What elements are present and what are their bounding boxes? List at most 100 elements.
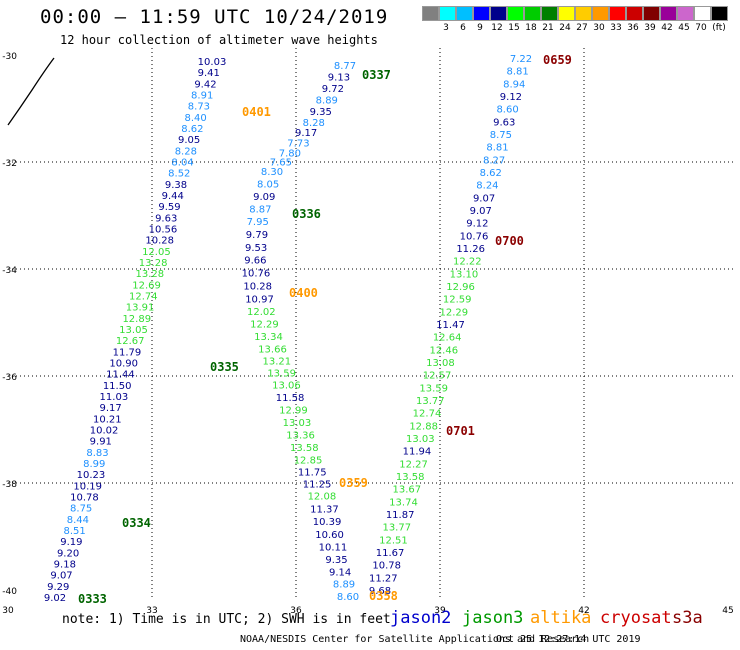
swh-value-left-track: 8.62 — [181, 124, 203, 135]
legend-swatch — [473, 6, 490, 21]
pass-time-label: 0401 — [242, 105, 271, 119]
swh-value-right-track: 13.74 — [389, 497, 418, 508]
swh-value-middle-track: 13.21 — [262, 357, 291, 368]
swh-value-left-track: 9.07 — [50, 571, 72, 582]
legend-swatch — [456, 6, 473, 21]
swh-value-right-track: 12.74 — [413, 409, 442, 420]
swh-value-middle-track: 7.73 — [287, 139, 309, 150]
pass-time-label: 0659 — [543, 53, 572, 67]
swh-value-left-track: 8.83 — [86, 448, 108, 459]
altimeter-tracks: 10.039.419.428.918.738.408.629.058.288.0… — [44, 54, 532, 604]
swh-value-right-track: 8.81 — [486, 143, 508, 154]
swh-value-middle-track: 8.77 — [334, 61, 356, 72]
pass-time-label: 0400 — [289, 286, 318, 300]
legend-swatch — [575, 6, 592, 21]
swh-value-right-track: 8.62 — [480, 168, 502, 179]
legend-swatch — [541, 6, 558, 21]
swh-value-right-track: 12.88 — [409, 421, 438, 432]
swh-value-middle-track: 12.08 — [308, 492, 337, 503]
lon-tick-label: 42 — [578, 606, 589, 616]
swh-value-middle-track: 10.39 — [313, 517, 342, 528]
swh-value-left-track: 8.75 — [70, 504, 92, 515]
pass-time-label: 0335 — [210, 360, 239, 374]
swh-value-right-track: 11.27 — [369, 573, 398, 584]
pass-time-label: 0333 — [78, 592, 107, 606]
swh-value-middle-track: 13.36 — [286, 431, 315, 442]
credit-text: NOAA/NESDIS Center for Satellite Applica… — [240, 634, 590, 645]
swh-value-right-track: 11.47 — [436, 320, 465, 331]
swh-value-left-track: 8.73 — [188, 102, 210, 113]
legend-label: 70 — [695, 23, 707, 33]
pass-time-label: 0336 — [292, 207, 321, 221]
swh-value-left-track: 11.79 — [113, 347, 142, 358]
swh-value-right-track: 9.63 — [493, 117, 515, 128]
legend-label: 9 — [477, 23, 483, 33]
swh-value-right-track: 9.07 — [470, 206, 492, 217]
swh-value-left-track: 13.05 — [119, 325, 148, 336]
page-subtitle: 12 hour collection of altimeter wave hei… — [60, 33, 378, 47]
swh-value-middle-track: 11.25 — [303, 480, 332, 491]
pass-time-label: 0359 — [339, 476, 368, 490]
legend-label: 12 — [491, 23, 503, 33]
lat-lon-grid — [8, 48, 735, 600]
legend-swatch — [694, 6, 711, 21]
lat-tick-label: -36 — [2, 373, 17, 383]
swh-value-left-track: 13.28 — [139, 258, 168, 269]
swh-value-left-track: 10.03 — [198, 57, 227, 68]
swh-value-right-track: 9.12 — [500, 92, 522, 103]
swh-value-middle-track: 9.35 — [310, 107, 332, 118]
swh-value-right-track: 11.87 — [386, 510, 415, 521]
swh-value-left-track: 10.28 — [145, 236, 174, 247]
legend-label: 15 — [508, 23, 520, 33]
swh-value-right-track: 9.07 — [473, 193, 495, 204]
swh-value-middle-track: 9.09 — [253, 192, 275, 203]
swh-value-right-track: 13.10 — [450, 269, 479, 280]
swh-value-left-track: 10.90 — [109, 359, 138, 370]
swh-value-middle-track: 8.87 — [249, 204, 271, 215]
coastline — [7, 57, 55, 126]
legend-swatch — [626, 6, 643, 21]
swh-value-right-track: 13.08 — [426, 358, 455, 369]
swh-value-middle-track: 9.72 — [322, 84, 344, 95]
swh-value-right-track: 13.03 — [406, 434, 435, 445]
satellite-name: altika — [530, 608, 592, 628]
legend-swatch — [643, 6, 660, 21]
swh-value-middle-track: 13.03 — [283, 418, 312, 429]
swh-value-middle-track: 9.53 — [245, 243, 267, 254]
swh-value-middle-track: 9.13 — [328, 72, 350, 83]
page-title: 00:00 – 11:59 UTC 10/24/2019 — [40, 6, 389, 28]
swh-value-right-track: 13.67 — [393, 485, 422, 496]
legend-label: 33 — [610, 23, 622, 33]
swh-value-right-track: 9.68 — [369, 586, 391, 597]
swh-value-left-track: 10.21 — [93, 414, 122, 425]
legend-label: 6 — [460, 23, 466, 33]
swh-value-middle-track: 11.75 — [298, 468, 327, 479]
swh-value-middle-track: 10.11 — [319, 542, 348, 553]
swh-value-left-track: 8.51 — [63, 526, 85, 537]
legend-swatch — [439, 6, 456, 21]
swh-value-left-track: 9.02 — [44, 593, 66, 604]
satellite-name: jason2 — [390, 608, 452, 628]
swh-value-middle-track: 13.06 — [272, 381, 301, 392]
pass-time-label: 0700 — [495, 234, 524, 248]
swh-value-left-track: 12.89 — [122, 314, 151, 325]
swh-value-right-track: 12.57 — [423, 371, 452, 382]
swh-value-left-track: 10.78 — [70, 493, 99, 504]
swh-value-middle-track: 12.99 — [279, 406, 308, 417]
swh-value-right-track: 13.58 — [396, 472, 425, 483]
swh-value-middle-track: 12.29 — [250, 320, 279, 331]
swh-value-right-track: 12.51 — [379, 535, 408, 546]
swh-value-middle-track: 9.66 — [244, 256, 266, 267]
pass-time-label: 0334 — [122, 516, 151, 530]
swh-value-left-track: 11.03 — [100, 392, 129, 403]
swh-value-left-track: 12.05 — [142, 247, 171, 258]
swh-value-left-track: 9.42 — [194, 79, 216, 90]
swh-value-middle-track: 10.76 — [242, 269, 271, 280]
lat-tick-label: -30 — [2, 52, 17, 62]
swh-value-left-track: 9.38 — [165, 180, 187, 191]
swh-value-right-track: 11.94 — [403, 447, 432, 458]
swh-value-right-track: 12.46 — [429, 345, 458, 356]
lon-tick-label: 30 — [2, 606, 14, 616]
swh-value-right-track: 12.96 — [446, 282, 475, 293]
swh-value-left-track: 9.63 — [155, 213, 177, 224]
